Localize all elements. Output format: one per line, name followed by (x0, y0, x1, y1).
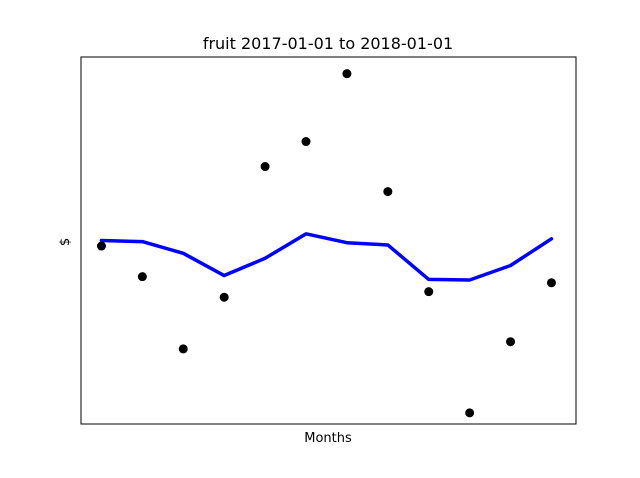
scatter-point (424, 287, 434, 297)
scatter-point (137, 272, 147, 282)
y-axis-label: $ (58, 238, 73, 246)
scatter-point (546, 278, 556, 288)
scatter-point (219, 292, 229, 302)
series-layer (96, 69, 556, 418)
scatter-point (96, 241, 106, 251)
x-axis-label: Months (304, 431, 352, 446)
scatter-point (465, 408, 475, 418)
scatter-point (301, 137, 311, 147)
scatter-point (342, 69, 352, 79)
scatter-point (260, 162, 270, 172)
plot-frame (80, 56, 577, 425)
scatter-point (383, 187, 393, 197)
chart-title: fruit 2017-01-01 to 2018-01-01 (203, 34, 453, 53)
scatter-point (506, 337, 516, 347)
fit-line (99, 232, 554, 282)
scatter-point (178, 344, 188, 354)
